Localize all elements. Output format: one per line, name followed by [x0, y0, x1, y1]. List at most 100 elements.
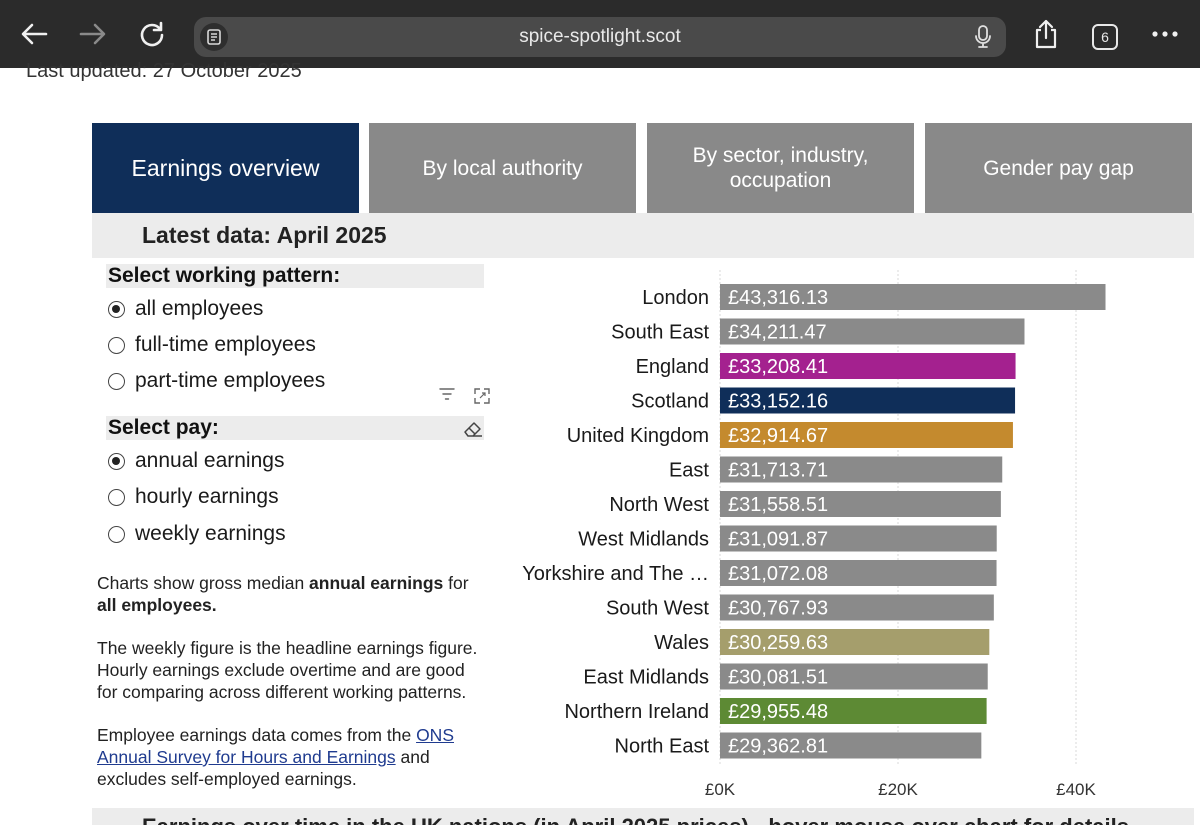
- bar[interactable]: [720, 491, 1001, 517]
- page-info-icon[interactable]: [200, 23, 228, 51]
- ons-survey-link[interactable]: ONS Annual Survey for Hours and Earnings: [97, 725, 454, 767]
- earnings-bar-chart: £0K £20K £40K London £43,316.13 South East £34…: [522, 270, 1106, 799]
- address-bar[interactable]: spice-spotlight.scot: [194, 17, 1006, 57]
- category-label: Northern Ireland: [564, 701, 709, 723]
- radio-label: part-time employees: [135, 369, 326, 392]
- share-button[interactable]: [1026, 14, 1066, 54]
- bar[interactable]: [720, 663, 988, 690]
- bar[interactable]: [720, 732, 982, 759]
- desc-bold-text: annual earnings: [309, 573, 444, 593]
- desc-text: for: [443, 573, 469, 593]
- desc-text: Charts show gross median: [97, 573, 310, 593]
- more-menu-button[interactable]: [1145, 14, 1185, 54]
- radio-all-employees[interactable]: all employees: [108, 295, 263, 323]
- next-section-title: Earnings over time in the UK nations (in…: [142, 814, 1129, 825]
- arrow-right-icon: [79, 23, 106, 45]
- tab-count-button[interactable]: 6: [1092, 24, 1118, 50]
- reload-button[interactable]: [132, 14, 172, 54]
- description-paragraph-3: Employee earnings data comes from the ON…: [97, 724, 477, 790]
- forward-button[interactable]: [73, 14, 113, 54]
- browser-toolbar: spice-spotlight.scot 6: [0, 0, 1200, 68]
- bar[interactable]: [720, 318, 1025, 345]
- tab-by-local-authority[interactable]: By local authority: [369, 123, 636, 213]
- radio-unselected-icon[interactable]: [108, 336, 125, 354]
- data-label: £30,259.63: [728, 632, 828, 654]
- working-pattern-label: Select working pattern:: [106, 264, 484, 288]
- bar[interactable]: [720, 456, 1003, 483]
- tab-by-sector-industry-occupation[interactable]: By sector, industry, occupation: [647, 123, 914, 213]
- radio-label: annual earnings: [135, 449, 285, 472]
- data-label: £29,955.48: [728, 701, 828, 723]
- latest-data-banner: Latest data: April 2025: [92, 213, 1194, 258]
- radio-hourly-earnings[interactable]: hourly earnings: [108, 483, 279, 511]
- tab-gender-pay-gap[interactable]: Gender pay gap: [925, 123, 1192, 213]
- radio-unselected-icon[interactable]: [108, 372, 125, 390]
- bar[interactable]: [720, 387, 1016, 414]
- radio-label: weekly earnings: [135, 522, 286, 545]
- radio-full-time-employees[interactable]: full-time employees: [108, 331, 316, 359]
- category-label: Yorkshire and The …: [522, 563, 709, 585]
- data-label: £30,767.93: [728, 598, 828, 620]
- desc-bold-text: all employees.: [97, 595, 217, 615]
- data-label: £31,713.71: [728, 460, 828, 482]
- description-paragraph-1: Charts show gross median annual earnings…: [97, 572, 497, 616]
- radio-annual-earnings[interactable]: annual earnings: [108, 447, 284, 475]
- radio-part-time-employees[interactable]: part-time employees: [108, 367, 325, 395]
- bar[interactable]: [720, 284, 1106, 310]
- desc-text: Employee earnings data comes from the: [97, 725, 417, 745]
- bar[interactable]: [720, 353, 1016, 379]
- data-label: £31,091.87: [728, 529, 828, 551]
- category-label: North East: [615, 736, 710, 758]
- desc-text: and excludes self-employed earnings.: [97, 747, 430, 789]
- category-label: Scotland: [631, 391, 709, 413]
- reload-icon: [140, 21, 164, 47]
- x-tick-label: £0K: [705, 780, 736, 799]
- radio-label: all employees: [135, 297, 264, 320]
- category-label: London: [642, 287, 709, 309]
- data-label: £31,072.08: [728, 563, 828, 585]
- focus-mode-icon[interactable]: [473, 387, 491, 410]
- url-text: spice-spotlight.scot: [519, 26, 681, 47]
- arrow-left-icon: [21, 23, 48, 45]
- bar[interactable]: [720, 560, 997, 586]
- last-updated-text: Last updated: 27 October 2025: [26, 60, 302, 82]
- share-icon: [1035, 19, 1057, 49]
- latest-data-title: Latest data: April 2025: [142, 222, 387, 248]
- microphone-icon[interactable]: [974, 25, 992, 54]
- more-dots-icon: [1152, 31, 1178, 37]
- category-label: South East: [611, 322, 709, 344]
- data-label: £29,362.81: [728, 736, 828, 758]
- data-label: £34,211.47: [728, 322, 827, 344]
- back-button[interactable]: [14, 14, 54, 54]
- filter-icon[interactable]: [439, 387, 455, 406]
- bar[interactable]: [720, 525, 997, 552]
- data-label: £32,914.67: [728, 425, 828, 447]
- data-label: £31,558.51: [728, 494, 828, 516]
- category-label: East Midlands: [583, 667, 709, 689]
- bar[interactable]: [720, 594, 994, 621]
- bar[interactable]: [720, 422, 1013, 448]
- next-section-banner: Earnings over time in the UK nations (in…: [92, 808, 1194, 825]
- pay-label: Select pay:: [106, 416, 484, 440]
- category-label: South West: [606, 598, 709, 620]
- x-tick-label: £20K: [878, 780, 918, 799]
- category-label: North West: [609, 494, 709, 516]
- data-label: £33,208.41: [728, 356, 828, 378]
- radio-unselected-icon[interactable]: [108, 525, 125, 543]
- category-label: England: [636, 356, 709, 378]
- category-label: United Kingdom: [567, 425, 709, 447]
- category-label: Wales: [654, 632, 709, 654]
- tab-earnings-overview[interactable]: Earnings overview: [92, 123, 359, 213]
- bar[interactable]: [720, 629, 990, 655]
- radio-selected-icon[interactable]: [108, 300, 125, 318]
- radio-unselected-icon[interactable]: [108, 488, 125, 506]
- radio-selected-icon[interactable]: [108, 452, 125, 470]
- data-label: £43,316.13: [728, 287, 828, 309]
- x-tick-label: £40K: [1056, 780, 1096, 799]
- bar[interactable]: [720, 698, 987, 724]
- eraser-icon[interactable]: [462, 419, 484, 444]
- data-label: £33,152.16: [728, 391, 828, 413]
- radio-weekly-earnings[interactable]: weekly earnings: [108, 520, 286, 548]
- tab-label: By sector, industry, occupation: [692, 144, 869, 192]
- category-label: East: [669, 460, 709, 482]
